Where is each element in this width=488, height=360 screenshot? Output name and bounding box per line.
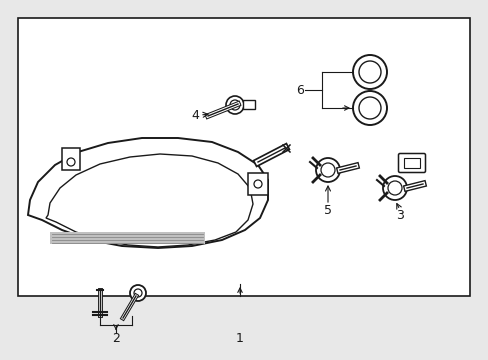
Polygon shape (28, 138, 267, 248)
Circle shape (382, 176, 406, 200)
Circle shape (352, 91, 386, 125)
FancyBboxPatch shape (62, 148, 80, 170)
Circle shape (358, 97, 380, 119)
FancyBboxPatch shape (18, 18, 469, 296)
Circle shape (352, 55, 386, 89)
Text: 3: 3 (395, 208, 403, 221)
Circle shape (130, 285, 146, 301)
FancyBboxPatch shape (243, 100, 254, 109)
Text: 4: 4 (191, 108, 199, 122)
FancyBboxPatch shape (50, 232, 204, 244)
Circle shape (134, 289, 142, 297)
Text: 5: 5 (324, 203, 331, 216)
Circle shape (67, 158, 75, 166)
FancyBboxPatch shape (398, 153, 425, 172)
Text: 6: 6 (295, 84, 304, 96)
Circle shape (320, 163, 334, 177)
Circle shape (225, 96, 244, 114)
Circle shape (358, 61, 380, 83)
Circle shape (229, 100, 240, 110)
Text: 2: 2 (112, 332, 120, 345)
Text: 1: 1 (236, 332, 244, 345)
Circle shape (253, 180, 262, 188)
FancyBboxPatch shape (247, 173, 267, 195)
Circle shape (387, 181, 401, 195)
Circle shape (315, 158, 339, 182)
FancyBboxPatch shape (403, 158, 419, 168)
